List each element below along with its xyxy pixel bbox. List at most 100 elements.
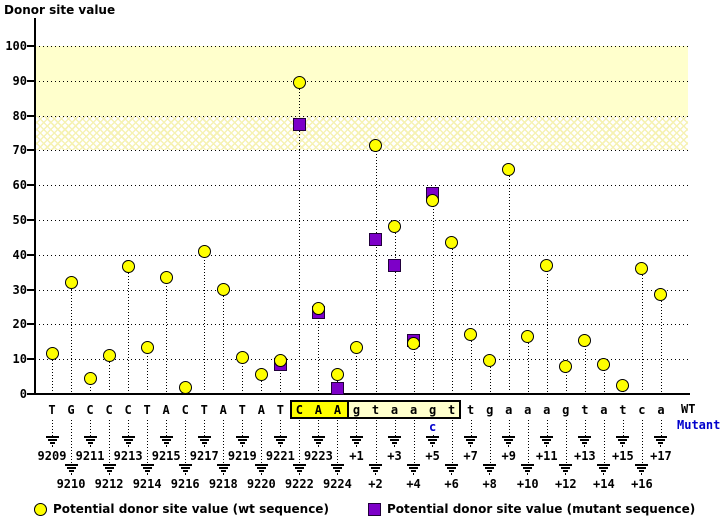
- down-arrow-icon: [392, 442, 398, 444]
- down-arrow-icon: [125, 442, 131, 444]
- gridline-80: [35, 115, 688, 117]
- position-arrow-line: [242, 420, 244, 436]
- down-arrow-icon: [527, 473, 529, 475]
- stem-line: [527, 336, 529, 392]
- down-arrow-icon: [599, 467, 609, 469]
- position-arrow-line: [546, 420, 548, 436]
- stem-line: [318, 308, 320, 392]
- position-label: 9223: [303, 449, 333, 463]
- down-arrow-icon: [47, 439, 57, 441]
- y-tick-label-80: 80: [12, 108, 27, 123]
- down-arrow-icon: [311, 436, 325, 438]
- position-arrow-line: [147, 420, 149, 464]
- position-arrow-line: [204, 420, 206, 436]
- wt-point: [254, 368, 268, 382]
- down-arrow-icon: [277, 442, 283, 444]
- down-arrow-icon: [108, 473, 110, 475]
- down-arrow-icon: [45, 436, 59, 438]
- wt-point: [521, 330, 535, 344]
- wt-point: [426, 194, 440, 208]
- wt-point: [349, 340, 363, 354]
- wt-point: [140, 340, 154, 354]
- sequence-base: t: [619, 403, 627, 417]
- down-arrow-icon: [127, 445, 129, 447]
- down-arrow-icon: [578, 436, 592, 438]
- down-arrow-icon: [199, 439, 209, 441]
- sequence-base: a: [600, 403, 608, 417]
- wt-point: [121, 260, 135, 274]
- down-arrow-icon: [597, 464, 611, 466]
- down-arrow-icon: [241, 445, 243, 447]
- stem-line: [52, 353, 53, 392]
- position-arrow-line: [71, 420, 73, 464]
- position-label: 9220: [246, 477, 276, 491]
- y-tick-label-70: 70: [12, 143, 27, 158]
- down-arrow-icon: [254, 464, 268, 466]
- down-arrow-icon: [260, 473, 262, 475]
- down-arrow-icon: [582, 442, 588, 444]
- gridline-30: [35, 289, 688, 291]
- wt-point: [292, 76, 306, 90]
- sequence-base: C: [124, 403, 132, 417]
- stem-line: [413, 340, 415, 392]
- down-arrow-icon: [504, 439, 514, 441]
- down-arrow-icon: [279, 445, 281, 447]
- sequence-base: a: [524, 403, 532, 417]
- down-arrow-icon: [426, 436, 440, 438]
- sequence-base: A: [257, 403, 265, 417]
- down-arrow-icon: [163, 442, 169, 444]
- down-arrow-icon: [373, 470, 378, 472]
- stem-line: [280, 360, 282, 392]
- down-arrow-icon: [239, 442, 245, 444]
- sequence-base: C: [105, 403, 113, 417]
- down-arrow-icon: [523, 467, 533, 469]
- stem-line: [204, 251, 206, 392]
- down-arrow-icon: [656, 439, 666, 441]
- down-arrow-icon: [275, 439, 285, 441]
- down-arrow-icon: [411, 470, 417, 472]
- sequence-base: g: [562, 403, 570, 417]
- wt-point: [654, 288, 668, 302]
- down-arrow-icon: [68, 470, 74, 472]
- wt-point: [502, 163, 516, 177]
- intron-highlight-box: [346, 400, 462, 419]
- sequence-base: G: [67, 403, 75, 417]
- position-label: 9212: [94, 477, 124, 491]
- position-label: 9219: [227, 449, 257, 463]
- position-arrow-line: [90, 420, 92, 436]
- sequence-base: T: [48, 403, 56, 417]
- y-tick-label-10: 10: [12, 352, 27, 367]
- down-arrow-icon: [336, 473, 338, 475]
- down-arrow-icon: [641, 473, 643, 475]
- down-arrow-icon: [161, 439, 171, 441]
- down-arrow-icon: [273, 436, 287, 438]
- stem-line: [242, 357, 244, 392]
- down-arrow-icon: [235, 436, 249, 438]
- down-arrow-icon: [525, 470, 531, 472]
- down-arrow-icon: [315, 442, 321, 444]
- down-arrow-icon: [85, 439, 95, 441]
- gridline-90: [35, 80, 688, 82]
- down-arrow-icon: [430, 442, 436, 444]
- y-tick-label-0: 0: [19, 387, 27, 401]
- stem-line: [584, 340, 586, 392]
- down-arrow-icon: [654, 436, 668, 438]
- position-label: 9210: [56, 477, 86, 491]
- x-axis-line: [34, 393, 690, 395]
- position-arrow-line: [375, 420, 377, 464]
- down-arrow-icon: [542, 439, 552, 441]
- position-label: 9221: [265, 449, 295, 463]
- y-axis-line: [34, 18, 36, 394]
- gridline-20: [35, 324, 688, 326]
- down-arrow-icon: [546, 445, 548, 447]
- down-arrow-icon: [351, 439, 361, 441]
- down-arrow-icon: [369, 464, 382, 466]
- position-label: +6: [444, 477, 459, 491]
- down-arrow-icon: [180, 467, 190, 469]
- stem-line: [90, 378, 92, 392]
- sequence-base: a: [505, 403, 513, 417]
- stem-line: [660, 294, 662, 392]
- sequence-base: a: [390, 403, 399, 417]
- position-label: +1: [349, 449, 364, 463]
